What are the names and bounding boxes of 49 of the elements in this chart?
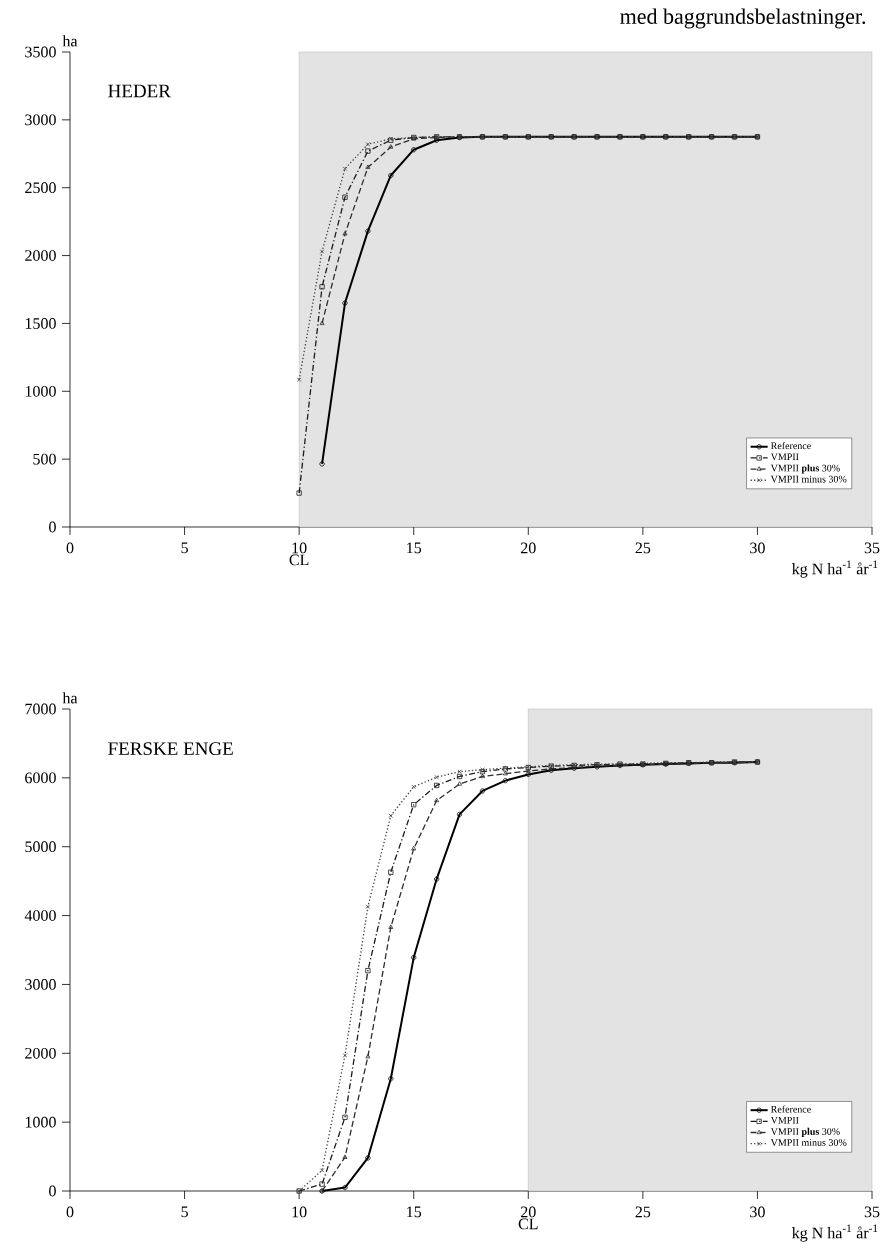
y-tick-label: 4000 (24, 910, 56, 921)
legend-label: VMPII plus 30% (770, 464, 840, 474)
legend-label: VMPII minus 30% (770, 475, 847, 483)
x-tick-label: 35 (864, 542, 880, 554)
x-tick-label: 35 (864, 1206, 880, 1218)
x-axis-title: kg N ha$^{-1}$ år$^{-1}$ (792, 560, 878, 578)
y-tick-label: 2500 (25, 182, 56, 194)
x-tick-label: 0 (66, 1206, 74, 1218)
x-tick-label: 10 (292, 1206, 307, 1218)
y-tick-label: 2000 (25, 1047, 56, 1059)
x-tick-label: 15 (407, 542, 422, 554)
legend-label: Reference (770, 1105, 811, 1113)
y-tick-label: 500 (33, 453, 56, 465)
y-tick-label: 6000 (25, 772, 56, 784)
x-tick-label: 10 (292, 542, 307, 554)
text: med baggrundsbelastninger. (620, 8, 866, 29)
legend-label: VMPII plus 30% (770, 1127, 840, 1137)
y-tick-label: 2000 (25, 250, 56, 261)
y-tick-label: 5000 (25, 841, 56, 853)
text: HEDER (108, 84, 171, 98)
x-tick-label: 30 (750, 1206, 765, 1218)
x-tick-label: 0 (66, 542, 74, 554)
y-tick-label: 3000 (25, 114, 56, 126)
x-tick-label: 20 (521, 1206, 536, 1218)
y-tick-label: 3000 (25, 979, 56, 990)
legend-label: VMPII (770, 1116, 799, 1124)
y-tick-label: 1500 (25, 318, 56, 329)
text: FERSKE ENGE (108, 742, 233, 756)
legend-label: Reference (770, 442, 811, 450)
x-tick-label: 25 (635, 542, 651, 554)
x-tick-label: 5 (181, 1206, 188, 1218)
x-tick-label: 30 (750, 542, 765, 554)
y-tick-label: 0 (49, 1185, 56, 1197)
x-tick-label: 20 (521, 542, 536, 554)
x-tick-label: 25 (635, 1206, 651, 1218)
x-tick-label: 5 (181, 542, 188, 554)
y-tick-label: 3500 (25, 46, 56, 58)
y-tick-label: 7000 (25, 703, 56, 715)
band-label: CL (289, 554, 309, 566)
y-tick-label: 0 (49, 521, 56, 533)
legend-label: VMPII (770, 453, 799, 461)
legend-label: VMPII minus 30% (770, 1139, 847, 1146)
y-tick-label: 1000 (25, 385, 56, 397)
y-axis-title: ha (62, 692, 78, 704)
x-axis-title: kg N ha$^{-1}$ år$^{-1}$ (792, 1224, 878, 1242)
x-tick-label: 15 (407, 1206, 422, 1218)
y-tick-label: 1000 (25, 1116, 56, 1128)
band-label: CL (518, 1218, 538, 1230)
y-axis-title: ha (62, 35, 78, 47)
